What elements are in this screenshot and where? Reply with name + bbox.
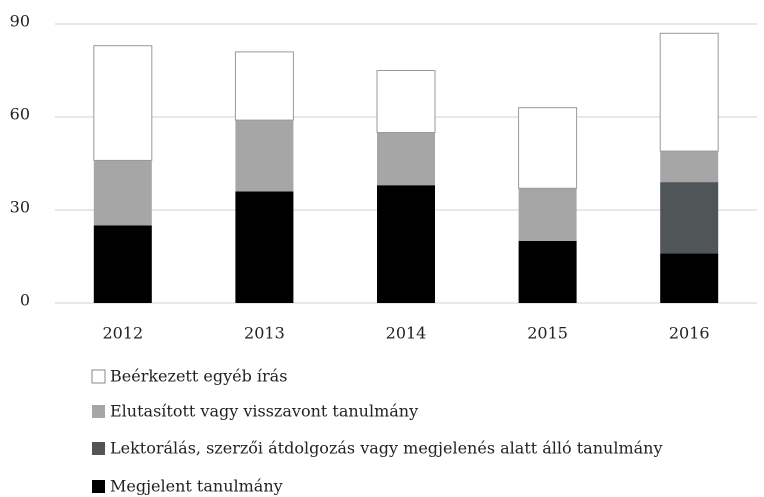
bar-segment [376, 70, 436, 133]
legend-swatch [92, 405, 105, 418]
bar-segment [660, 151, 719, 183]
x-tick-label: 2012 [102, 324, 143, 343]
bar-segment [377, 132, 435, 186]
bar-segment [518, 241, 577, 303]
bar-segment [660, 182, 719, 254]
y-tick-label: 30 [10, 198, 30, 217]
x-tick-label: 2014 [386, 324, 427, 343]
y-tick-label: 0 [20, 291, 30, 310]
bar-segment [235, 191, 294, 303]
bar-segment [518, 107, 578, 189]
legend-swatch [92, 480, 105, 493]
bar-segment [660, 253, 719, 303]
y-tick-label: 90 [10, 12, 30, 31]
x-tick-label: 2013 [244, 324, 285, 343]
legend-swatch [92, 442, 105, 455]
legend-label: Megjelent tanulmány [110, 477, 283, 496]
bar-segment [377, 185, 435, 303]
bar-segment [234, 51, 294, 121]
bar-segment [518, 188, 577, 241]
bar-segment [93, 225, 152, 303]
legend-swatch [91, 369, 106, 384]
bar-segment [235, 120, 294, 192]
legend-label: Elutasított vagy visszavont tanulmány [110, 402, 418, 421]
legend-label: Beérkezett egyéb írás [110, 367, 287, 386]
bar-segment [93, 45, 153, 161]
y-tick-label: 60 [10, 105, 30, 124]
legend-label: Lektorálás, szerzői átdolgozás vagy megj… [110, 439, 663, 458]
bar-segment [93, 160, 152, 226]
bar-segment [659, 32, 719, 152]
x-tick-label: 2016 [669, 324, 710, 343]
x-tick-label: 2015 [527, 324, 568, 343]
